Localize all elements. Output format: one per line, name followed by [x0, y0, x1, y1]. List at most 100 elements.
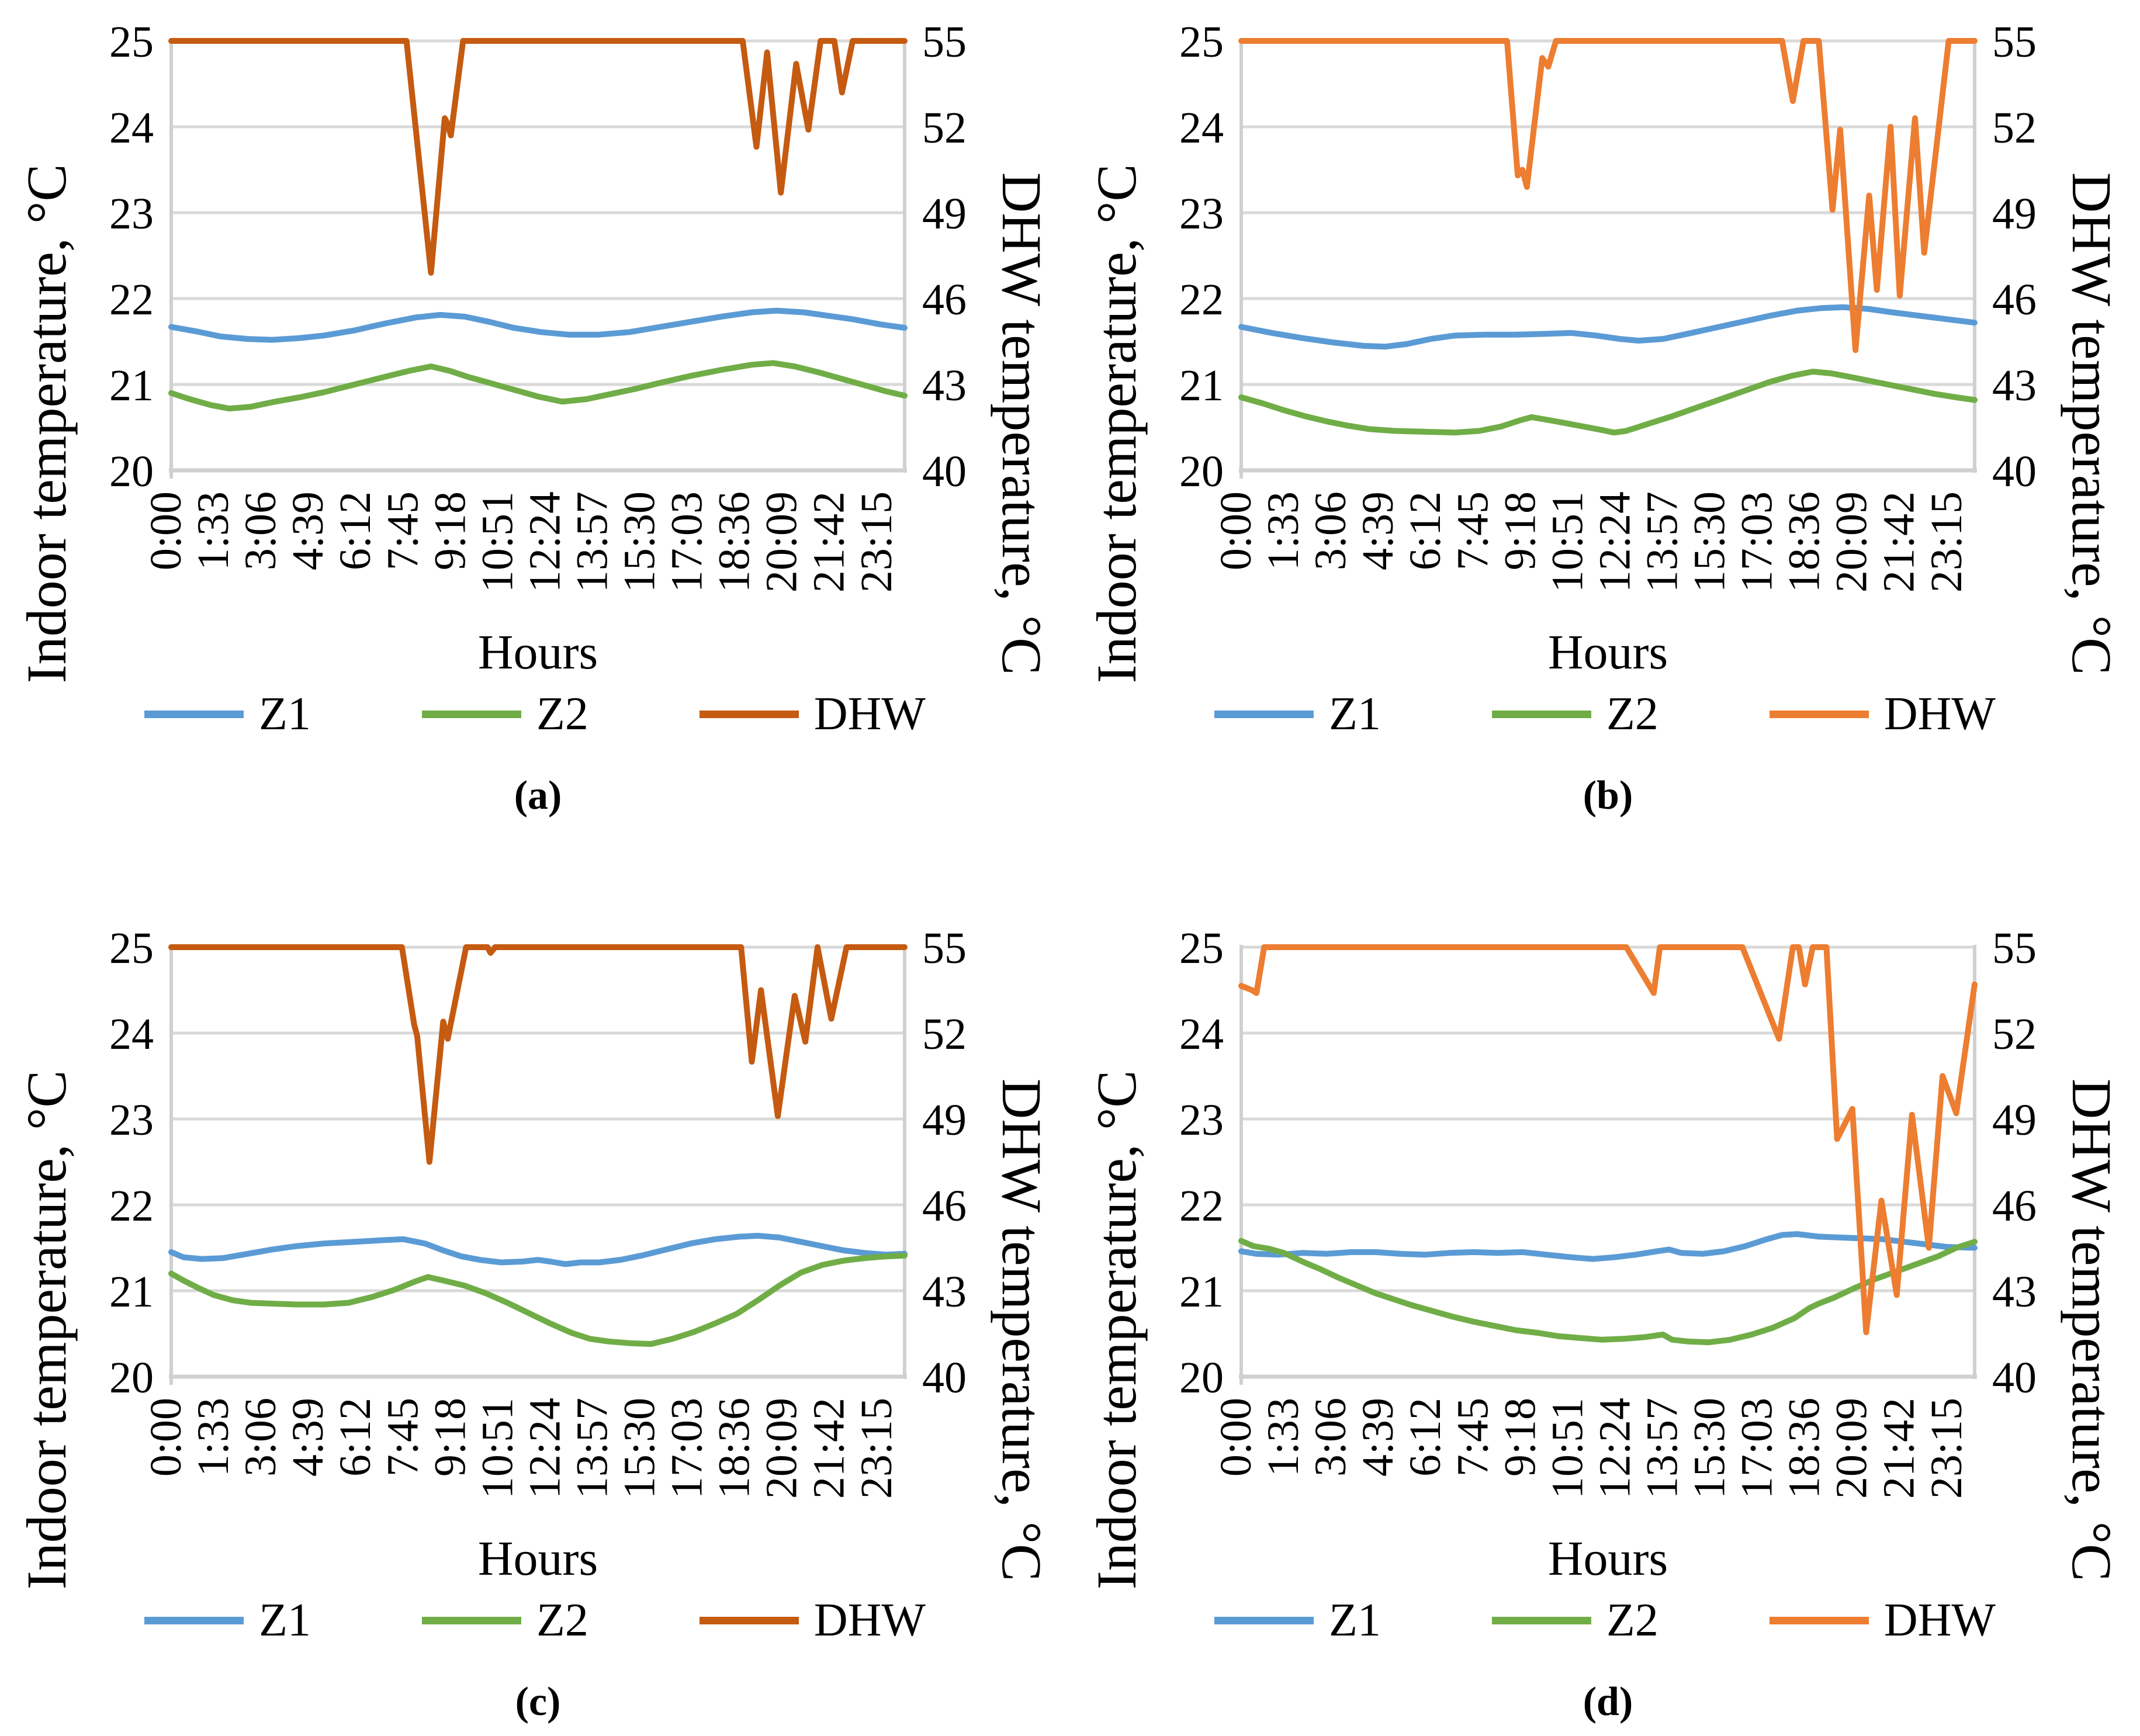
- x-tick-label: 20:09: [1827, 1398, 1876, 1499]
- chart-b: Indoor temperature, °C 25 24 23 22 21 20 55 52 4…: [1070, 0, 2140, 830]
- series-z1-line: [168, 307, 908, 343]
- series-z2-line: [1238, 1238, 1978, 1346]
- legend-label-z2: Z2: [536, 688, 588, 740]
- series-z2-line: [1238, 369, 1978, 436]
- series-dhw-line: [1238, 944, 1978, 1336]
- x-tick-label: 20:09: [757, 491, 806, 592]
- y-left-tick-label: 20: [109, 447, 154, 496]
- z1-line-swatch: [1214, 710, 1314, 718]
- z2-line-swatch: [1491, 710, 1591, 718]
- x-tick-label: 4:39: [283, 491, 333, 570]
- z2-line-swatch: [421, 710, 521, 718]
- x-tick-label: 18:36: [1780, 491, 1829, 592]
- x-axis-title: Hours: [477, 625, 598, 680]
- x-tick-label: 15:30: [615, 491, 664, 592]
- y-left-tick-label: 22: [109, 1181, 154, 1231]
- y-left-tick-label: 24: [1179, 103, 1224, 153]
- x-tick-label: 17:03: [663, 491, 712, 592]
- y-right-tick-label: 46: [1992, 275, 2037, 324]
- x-tick-label: 10:51: [473, 1398, 522, 1499]
- y-left-tick-label: 22: [109, 275, 154, 324]
- x-tick-label: 6:12: [331, 1398, 380, 1477]
- y-right-tick-label: 49: [1992, 189, 2037, 238]
- series-z1-line: [1238, 304, 1978, 350]
- y-right-tick-label: 46: [922, 275, 967, 324]
- dhw-line-swatch: [1769, 710, 1869, 718]
- y-right-tick-label: 40: [922, 447, 967, 496]
- y-left-tick-label: 20: [109, 1353, 154, 1402]
- x-tick-label: 4:39: [1353, 491, 1403, 570]
- x-axis-title: Hours: [1547, 1531, 1668, 1586]
- x-tick-label: 1:33: [189, 1398, 238, 1477]
- chart-d: Indoor temperature, °C 25 24 23 22 21 20 55 52 4…: [1070, 906, 2140, 1736]
- x-tick-label: 7:45: [378, 1398, 427, 1477]
- legend-label-z1: Z1: [1329, 1595, 1381, 1646]
- y-axis-title-right: DHW temperature, °C: [991, 1078, 1053, 1582]
- x-tick-label: 18:36: [710, 491, 759, 592]
- x-tick-label: 9:18: [425, 1398, 475, 1477]
- y-right-tick-label: 46: [1992, 1181, 2037, 1231]
- x-tick-label: 12:24: [520, 1398, 569, 1499]
- legend-label-dhw: DHW: [813, 688, 926, 740]
- y-left-tick-label: 22: [1179, 1181, 1224, 1231]
- x-tick-label: 12:24: [1590, 1398, 1639, 1499]
- legend: Z1 Z2 DHW: [1070, 1597, 2140, 1644]
- legend-item-z1: Z1: [144, 1597, 311, 1644]
- x-tick-label: 1:33: [1259, 491, 1308, 570]
- x-tick-label: 20:09: [757, 1398, 806, 1499]
- x-axis-title: Hours: [477, 1531, 598, 1586]
- legend-item-z1: Z1: [1214, 691, 1381, 737]
- x-tick-label: 17:03: [1733, 491, 1782, 592]
- x-tick-label: 9:18: [425, 491, 475, 570]
- x-tick-label: 21:42: [805, 1398, 854, 1499]
- z2-line-swatch: [1491, 1616, 1591, 1624]
- x-tick-label: 12:24: [1590, 491, 1639, 592]
- y-left-tick-label: 25: [1179, 18, 1224, 67]
- y-right-tick-label: 43: [922, 361, 967, 410]
- x-tick-label: 10:51: [1543, 1398, 1592, 1499]
- legend-label-dhw: DHW: [1883, 688, 1996, 740]
- x-tick-label: 4:39: [1353, 1398, 1403, 1477]
- subfigure-caption-b: (b): [1583, 773, 1633, 818]
- x-tick-label: 20:09: [1827, 491, 1876, 592]
- chart-d-canvas: 25 24 23 22 21 20 55 52 49 46 43 40 0:001:333:064:39…: [1179, 924, 2037, 1499]
- y-left-tick-label: 23: [1179, 189, 1224, 238]
- x-tick-label: 18:36: [710, 1398, 759, 1499]
- series-dhw-line: [168, 944, 908, 1165]
- x-tick-label: 10:51: [473, 491, 522, 592]
- legend: Z1 Z2 DHW: [0, 1597, 1070, 1644]
- legend-item-z2: Z2: [1491, 1597, 1658, 1644]
- x-tick-label: 23:15: [1922, 491, 1971, 592]
- x-tick-label: 4:39: [283, 1398, 333, 1477]
- legend: Z1 Z2 DHW: [1070, 691, 2140, 737]
- x-tick-label: 1:33: [1259, 1398, 1308, 1477]
- y-right-tick-label: 55: [922, 924, 967, 973]
- y-axis-title-right: DHW temperature, °C: [991, 172, 1053, 675]
- x-tick-label: 3:06: [236, 491, 285, 570]
- y-right-tick-label: 40: [1992, 1353, 2037, 1402]
- legend-item-dhw: DHW: [699, 688, 926, 740]
- chart-a-canvas: 25 24 23 22 21 20 55 52 49 46 43 40 0:001:333:064:39…: [109, 18, 967, 592]
- x-tick-label: 17:03: [1733, 1398, 1782, 1499]
- legend: Z1 Z2 DHW: [0, 691, 1070, 737]
- legend-item-z1: Z1: [1214, 1597, 1381, 1644]
- y-left-tick-label: 24: [109, 103, 154, 153]
- y-axis-title-right: DHW temperature, °C: [2061, 1078, 2123, 1582]
- x-tick-label: 7:45: [1448, 491, 1497, 570]
- x-tick-label: 12:24: [520, 491, 569, 592]
- y-axis-title-right: DHW temperature, °C: [2061, 172, 2123, 675]
- legend-label-z1: Z1: [259, 1595, 311, 1646]
- y-left-tick-label: 22: [1179, 275, 1224, 324]
- y-left-tick-label: 25: [109, 18, 154, 67]
- y-left-tick-label: 21: [1179, 1267, 1224, 1316]
- y-right-tick-label: 46: [922, 1181, 967, 1231]
- legend-label-z1: Z1: [259, 688, 311, 740]
- y-right-tick-label: 43: [1992, 1267, 2037, 1316]
- x-axis-title: Hours: [1547, 625, 1668, 680]
- chart-b-canvas: 25 24 23 22 21 20 55 52 49 46 43 40 0:001:333:064:39…: [1179, 18, 2037, 592]
- x-tick-label: 23:15: [852, 1398, 901, 1499]
- legend-label-z2: Z2: [536, 1595, 588, 1646]
- x-tick-label: 3:06: [1306, 1398, 1355, 1477]
- y-right-tick-label: 52: [922, 103, 967, 153]
